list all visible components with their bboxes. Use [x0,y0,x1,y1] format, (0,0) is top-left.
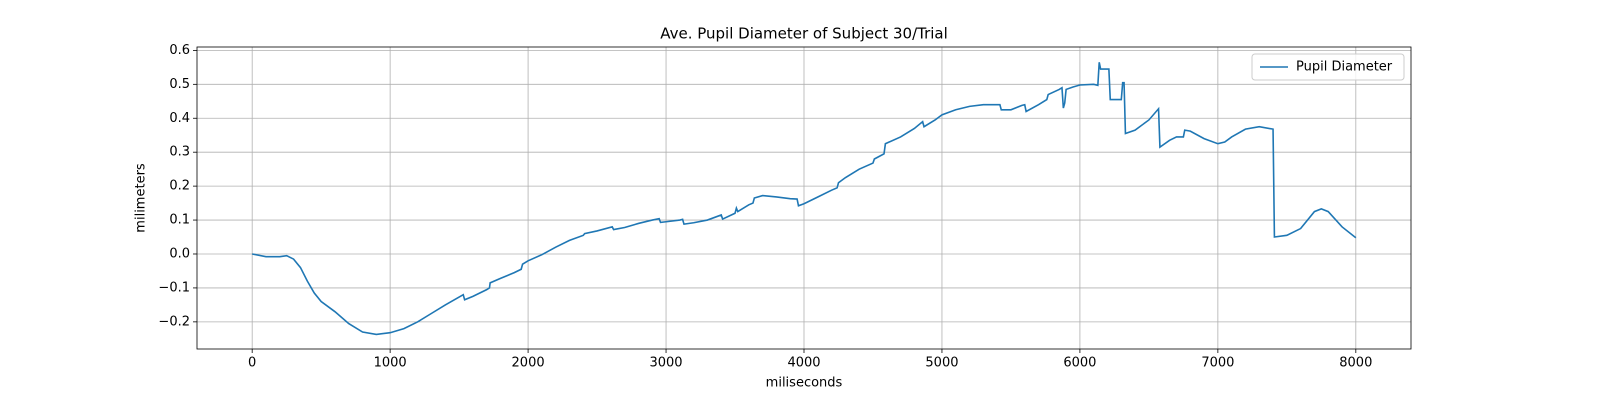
plot-frame [196,46,1412,350]
x-tick-label: 0 [248,356,256,371]
legend-label: Pupil Diameter [1296,60,1393,75]
y-tick-label: 0.0 [169,246,190,261]
x-tick-label: 2000 [512,356,545,371]
x-tick-label: 1000 [374,356,407,371]
x-axis-label: miliseconds [766,376,843,391]
line [252,62,1357,336]
x-tick-label: 8000 [1339,356,1372,371]
x-tick-label: 6000 [1063,356,1096,371]
y-axis-label: milimeters [134,163,149,233]
legend-box [1251,53,1405,81]
y-tick-label: 0.2 [169,179,190,194]
y-tick-label: 0.3 [169,145,190,160]
y-tick-label: 0.1 [169,213,190,228]
y-tick-label: −0.2 [158,314,190,329]
y-tick-label: 0.6 [169,43,190,58]
chart-title: Ave. Pupil Diameter of Subject 30/Trial [660,25,948,43]
x-tick-label: 3000 [649,356,682,371]
y-tick-label: 0.5 [169,77,190,92]
x-tick-label: 4000 [787,356,820,371]
y-tick-label: −0.1 [158,280,190,295]
x-tick-label: 5000 [925,356,958,371]
x-tick-label: 7000 [1201,356,1234,371]
y-tick-label: 0.4 [169,111,190,126]
